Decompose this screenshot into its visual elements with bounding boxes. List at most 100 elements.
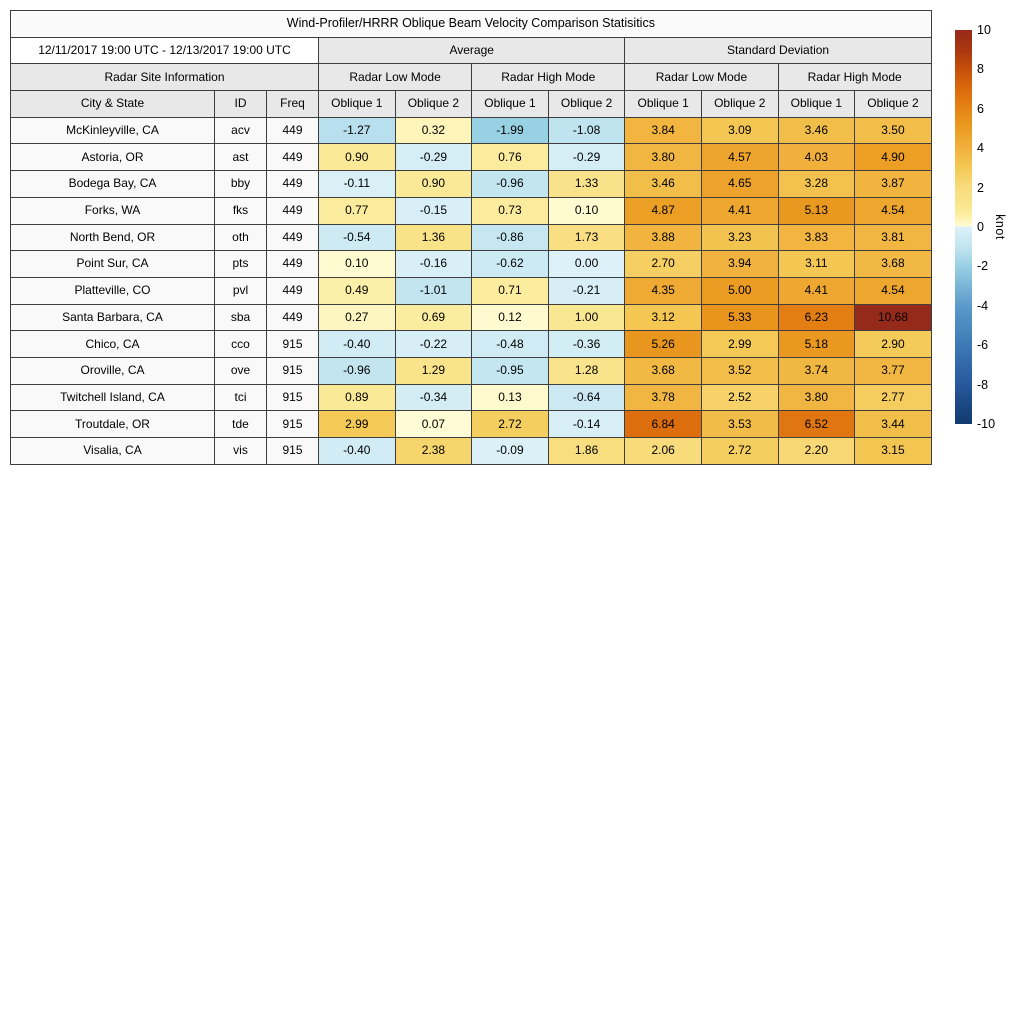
value-cell: 5.33 bbox=[700, 303, 779, 332]
value-cell: 0.69 bbox=[394, 303, 473, 332]
site-id-cell: pvl bbox=[214, 276, 267, 305]
freq-cell: 449 bbox=[266, 303, 319, 332]
title-row: Wind-Profiler/HRRR Oblique Beam Velocity… bbox=[10, 10, 932, 38]
value-cell: -1.08 bbox=[547, 116, 626, 145]
site-id-cell: sba bbox=[214, 303, 267, 332]
value-cell: -0.22 bbox=[394, 330, 473, 358]
value-cell: -0.14 bbox=[547, 410, 626, 438]
value-cell: 3.46 bbox=[624, 170, 702, 198]
value-cell: -1.01 bbox=[394, 276, 473, 305]
freq-cell: 915 bbox=[266, 437, 319, 465]
value-cell: -0.54 bbox=[318, 223, 396, 252]
value-cell: 3.77 bbox=[854, 356, 932, 385]
table-title: Wind-Profiler/HRRR Oblique Beam Velocity… bbox=[10, 10, 932, 38]
value-cell: 0.77 bbox=[318, 196, 396, 225]
city-state-cell: McKinleyville, CA bbox=[10, 116, 215, 145]
freq-cell: 449 bbox=[266, 276, 319, 305]
site-id-cell: vis bbox=[214, 437, 267, 465]
freq-cell: 915 bbox=[266, 410, 319, 438]
value-cell: 6.23 bbox=[777, 303, 856, 332]
freq-cell: 449 bbox=[266, 250, 319, 278]
value-cell: -0.40 bbox=[318, 330, 396, 358]
value-cell: -0.96 bbox=[318, 356, 396, 385]
value-cell: 0.13 bbox=[471, 383, 549, 412]
value-cell: 4.54 bbox=[854, 276, 932, 305]
oblique2-header: Oblique 2 bbox=[854, 90, 932, 118]
value-cell: 3.23 bbox=[700, 223, 779, 252]
value-cell: 10.68 bbox=[854, 303, 932, 332]
value-cell: 3.83 bbox=[777, 223, 856, 252]
value-cell: 3.68 bbox=[854, 250, 932, 278]
value-cell: 3.46 bbox=[777, 116, 856, 145]
value-cell: 2.77 bbox=[854, 383, 932, 412]
value-cell: 1.86 bbox=[547, 437, 626, 465]
value-cell: 0.10 bbox=[318, 250, 396, 278]
colorbar-tick-label: -10 bbox=[977, 417, 996, 431]
value-cell: 3.09 bbox=[700, 116, 779, 145]
value-cell: -0.62 bbox=[471, 250, 549, 278]
value-cell: 3.44 bbox=[854, 410, 932, 438]
value-cell: 0.90 bbox=[318, 143, 396, 172]
value-cell: -0.34 bbox=[394, 383, 473, 412]
value-cell: -0.15 bbox=[394, 196, 473, 225]
value-cell: 4.87 bbox=[624, 196, 702, 225]
city-state-cell: Twitchell Island, CA bbox=[10, 383, 215, 412]
value-cell: -0.40 bbox=[318, 437, 396, 465]
value-cell: 3.78 bbox=[624, 383, 702, 412]
value-cell: 0.76 bbox=[471, 143, 549, 172]
oblique1-header: Oblique 1 bbox=[777, 90, 856, 118]
value-cell: 3.80 bbox=[777, 383, 856, 412]
freq-cell: 449 bbox=[266, 223, 319, 252]
average-group-header: Average bbox=[317, 36, 626, 65]
value-cell: 3.52 bbox=[700, 356, 779, 385]
colorbar-unit-label: knot bbox=[993, 214, 1007, 240]
value-cell: 2.90 bbox=[854, 330, 932, 358]
site-id-cell: fks bbox=[214, 196, 267, 225]
value-cell: 3.11 bbox=[777, 250, 856, 278]
value-cell: -1.99 bbox=[471, 116, 549, 145]
city-state-cell: Chico, CA bbox=[10, 330, 215, 358]
value-cell: 6.84 bbox=[624, 410, 702, 438]
value-cell: 3.50 bbox=[854, 116, 932, 145]
colorbar-tick-label: -4 bbox=[977, 298, 989, 313]
freq-cell: 915 bbox=[266, 330, 319, 358]
oblique1-header: Oblique 1 bbox=[624, 90, 702, 118]
value-cell: 3.87 bbox=[854, 170, 932, 198]
site-id-cell: tci bbox=[214, 383, 267, 412]
colorbar-tick-label: -6 bbox=[977, 338, 989, 353]
table-row: Troutdale, OR tde 915 2.99 0.07 2.72 -0.14 6.84… bbox=[10, 410, 932, 438]
value-cell: 3.12 bbox=[624, 303, 702, 332]
colorbar bbox=[955, 30, 972, 424]
value-cell: -1.27 bbox=[318, 116, 396, 145]
value-cell: 0.27 bbox=[318, 303, 396, 332]
value-cell: 1.00 bbox=[547, 303, 626, 332]
value-cell: 5.26 bbox=[624, 330, 702, 358]
value-cell: 2.99 bbox=[318, 410, 396, 438]
value-cell: 4.41 bbox=[777, 276, 856, 305]
value-cell: 2.70 bbox=[624, 250, 702, 278]
value-cell: 0.00 bbox=[547, 250, 626, 278]
table-row: Chico, CA cco 915 -0.40 -0.22 -0.48 -0.36 5.26 2… bbox=[10, 330, 932, 358]
site-id-cell: bby bbox=[214, 170, 267, 198]
value-cell: 3.74 bbox=[777, 356, 856, 385]
site-id-cell: cco bbox=[214, 330, 267, 358]
city-state-cell: Point Sur, CA bbox=[10, 250, 215, 278]
value-cell: 0.73 bbox=[471, 196, 549, 225]
table-row: McKinleyville, CA acv 449 -1.27 0.32 -1.99 -1.… bbox=[10, 116, 932, 145]
table-row: Point Sur, CA pts 449 0.10 -0.16 -0.62 0.00 2.7… bbox=[10, 250, 932, 278]
freq-header: Freq bbox=[266, 90, 319, 118]
column-header-row: City & State ID Freq Oblique 1 Oblique 2… bbox=[10, 90, 932, 118]
value-cell: 3.94 bbox=[700, 250, 779, 278]
value-cell: 2.38 bbox=[394, 437, 473, 465]
value-cell: 6.52 bbox=[777, 410, 856, 438]
value-cell: 4.35 bbox=[624, 276, 702, 305]
table-row: Platteville, CO pvl 449 0.49 -1.01 0.71 -0.21 4… bbox=[10, 276, 932, 305]
avg-high-mode-header: Radar High Mode bbox=[471, 63, 626, 92]
table-row: Oroville, CA ove 915 -0.96 1.29 -0.95 1.28 3.68… bbox=[10, 356, 932, 385]
oblique1-header: Oblique 1 bbox=[471, 90, 549, 118]
value-cell: -0.21 bbox=[547, 276, 626, 305]
value-cell: -0.36 bbox=[547, 330, 626, 358]
colorbar-tick-label: 6 bbox=[977, 101, 984, 116]
city-state-header: City & State bbox=[10, 90, 215, 118]
